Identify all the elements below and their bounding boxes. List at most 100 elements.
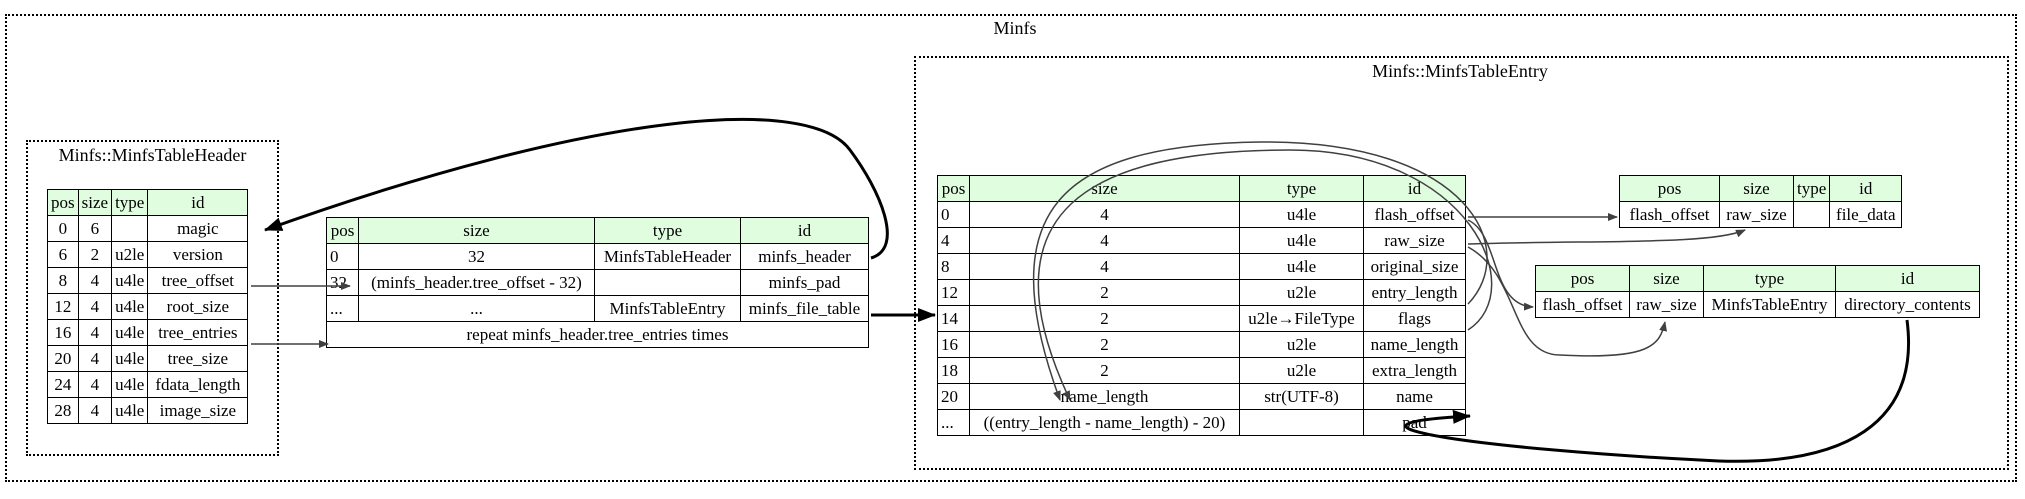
cluster-header — [26, 140, 279, 456]
table-row: repeat minfs_header.tree_entries times — [326, 321, 869, 348]
cell-id: flash_offset — [1363, 201, 1466, 228]
cell-size: 2 — [969, 331, 1240, 358]
table-row: 0 6 magic — [47, 215, 249, 242]
col-id: id — [740, 217, 869, 244]
cell-id: file_data — [1829, 201, 1903, 228]
table-row: 24 4 u4le fdata_length — [47, 371, 249, 398]
table-row: 20 name_length str(UTF-8) name — [937, 383, 1466, 410]
cell-size: raw_size — [1629, 291, 1704, 318]
table-row: 8 4 u4le original_size — [937, 253, 1466, 280]
col-id: id — [1835, 265, 1980, 292]
cell-size: 4 — [77, 267, 113, 294]
cell-pos: ... — [937, 409, 970, 436]
cluster-entry — [914, 56, 2009, 470]
cell-size: 4 — [969, 253, 1240, 280]
cell-id: minfs_pad — [740, 269, 869, 296]
cell-pos: 16 — [47, 319, 79, 346]
cell-type: u2le — [1239, 357, 1364, 384]
cell-type: MinfsTableHeader — [594, 243, 741, 270]
col-type: type — [1703, 265, 1836, 292]
table-row: 4 4 u4le raw_size — [937, 227, 1466, 254]
cell-pos: 4 — [937, 227, 970, 254]
col-pos: pos — [1535, 265, 1630, 292]
cell-size: 2 — [969, 279, 1240, 306]
cell-type: u4le — [1239, 227, 1364, 254]
cell-pos: 28 — [47, 397, 79, 424]
cell-type: u4le — [111, 319, 149, 346]
repeat-note: repeat minfs_header.tree_entries times — [326, 321, 869, 348]
cell-pos: 20 — [937, 383, 970, 410]
table-row: flash_offset raw_size MinfsTableEntry di… — [1535, 291, 1980, 318]
cell-size: 4 — [969, 201, 1240, 228]
cell-size: name_length — [969, 383, 1240, 410]
directory-contents-table: pos size type id flash_offset raw_size M… — [1535, 265, 1980, 318]
cell-type: u2le→FileType — [1239, 305, 1364, 332]
cell-type: u4le — [111, 345, 149, 372]
cell-id: name — [1363, 383, 1466, 410]
cell-id: original_size — [1363, 253, 1466, 280]
table-row: 28 4 u4le image_size — [47, 397, 249, 424]
col-type: type — [1239, 175, 1364, 202]
cell-type: u4le — [111, 293, 149, 320]
cell-size: ... — [358, 295, 595, 322]
cell-pos: 20 — [47, 345, 79, 372]
cell-pos: 6 — [47, 241, 79, 268]
cell-id: tree_entries — [147, 319, 249, 346]
cell-pos: 12 — [47, 293, 79, 320]
cell-pos: 0 — [937, 201, 970, 228]
table-row: 8 4 u4le tree_offset — [47, 267, 249, 294]
cell-id: entry_length — [1363, 279, 1466, 306]
table-row: ... ((entry_length - name_length) - 20) pa… — [937, 409, 1466, 436]
cell-type: u4le — [1239, 253, 1364, 280]
cell-size: 6 — [77, 215, 113, 242]
cell-pos: 24 — [47, 371, 79, 398]
cell-size: 4 — [77, 345, 113, 372]
cell-type: str(UTF-8) — [1239, 383, 1364, 410]
file-data-table: pos size type id flash_offset raw_size f… — [1619, 175, 1903, 228]
cell-size: ((entry_length - name_length) - 20) — [969, 409, 1240, 436]
main-table: pos size type id 0 32 MinfsTableHeader minf… — [326, 217, 869, 348]
cell-id: raw_size — [1363, 227, 1466, 254]
table-row: 18 2 u2le extra_length — [937, 357, 1466, 384]
col-type: type — [594, 217, 741, 244]
cell-size: 4 — [77, 397, 113, 424]
col-size: size — [1629, 265, 1704, 292]
table-row: 14 2 u2le→FileType flags — [937, 305, 1466, 332]
cell-type: u2le — [111, 241, 149, 268]
entry-table: pos size type id 0 4 u4le flash_offset 4 4 u4… — [937, 175, 1466, 436]
table-row: 12 2 u2le entry_length — [937, 279, 1466, 306]
col-size: size — [77, 189, 113, 216]
cell-pos: 0 — [326, 243, 359, 270]
cell-size: 32 — [358, 243, 595, 270]
table-row: 16 4 u4le tree_entries — [47, 319, 249, 346]
cell-size: (minfs_header.tree_offset - 32) — [358, 269, 595, 296]
table-row: 6 2 u2le version — [47, 241, 249, 268]
file-data-table-head: pos size type id — [1619, 175, 1903, 202]
table-row: 16 2 u2le name_length — [937, 331, 1466, 358]
cell-size: 2 — [969, 305, 1240, 332]
cell-pos: flash_offset — [1619, 201, 1720, 228]
col-type: type — [111, 189, 149, 216]
col-pos: pos — [937, 175, 970, 202]
cell-id: tree_size — [147, 345, 249, 372]
table-row: 0 32 MinfsTableHeader minfs_header — [326, 243, 869, 270]
cell-pos: 18 — [937, 357, 970, 384]
table-row: 0 4 u4le flash_offset — [937, 201, 1466, 228]
cell-type: u4le — [111, 397, 149, 424]
cell-pos: 32 — [326, 269, 359, 296]
cell-id: minfs_header — [740, 243, 869, 270]
cluster-minfs-title: Minfs — [993, 18, 1037, 38]
cell-pos: 8 — [47, 267, 79, 294]
cell-size: 4 — [969, 227, 1240, 254]
cell-id: extra_length — [1363, 357, 1466, 384]
cell-type — [111, 215, 149, 242]
cell-type: u4le — [111, 267, 149, 294]
cell-pos: 8 — [937, 253, 970, 280]
cluster-minfs — [5, 14, 2017, 482]
cell-id: version — [147, 241, 249, 268]
header-table-head: pos size type id — [47, 189, 249, 216]
cell-type — [1239, 409, 1364, 436]
cell-id: flags — [1363, 305, 1466, 332]
col-id: id — [1829, 175, 1903, 202]
col-id: id — [1363, 175, 1466, 202]
